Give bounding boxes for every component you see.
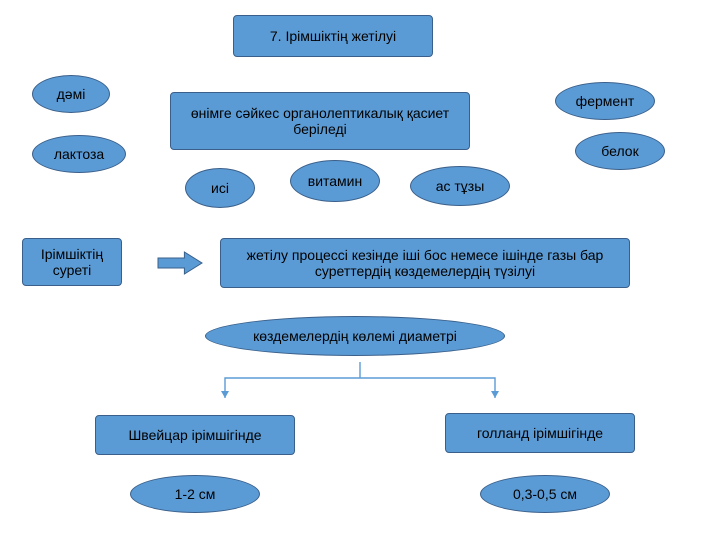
connector-splitter xyxy=(0,0,720,540)
